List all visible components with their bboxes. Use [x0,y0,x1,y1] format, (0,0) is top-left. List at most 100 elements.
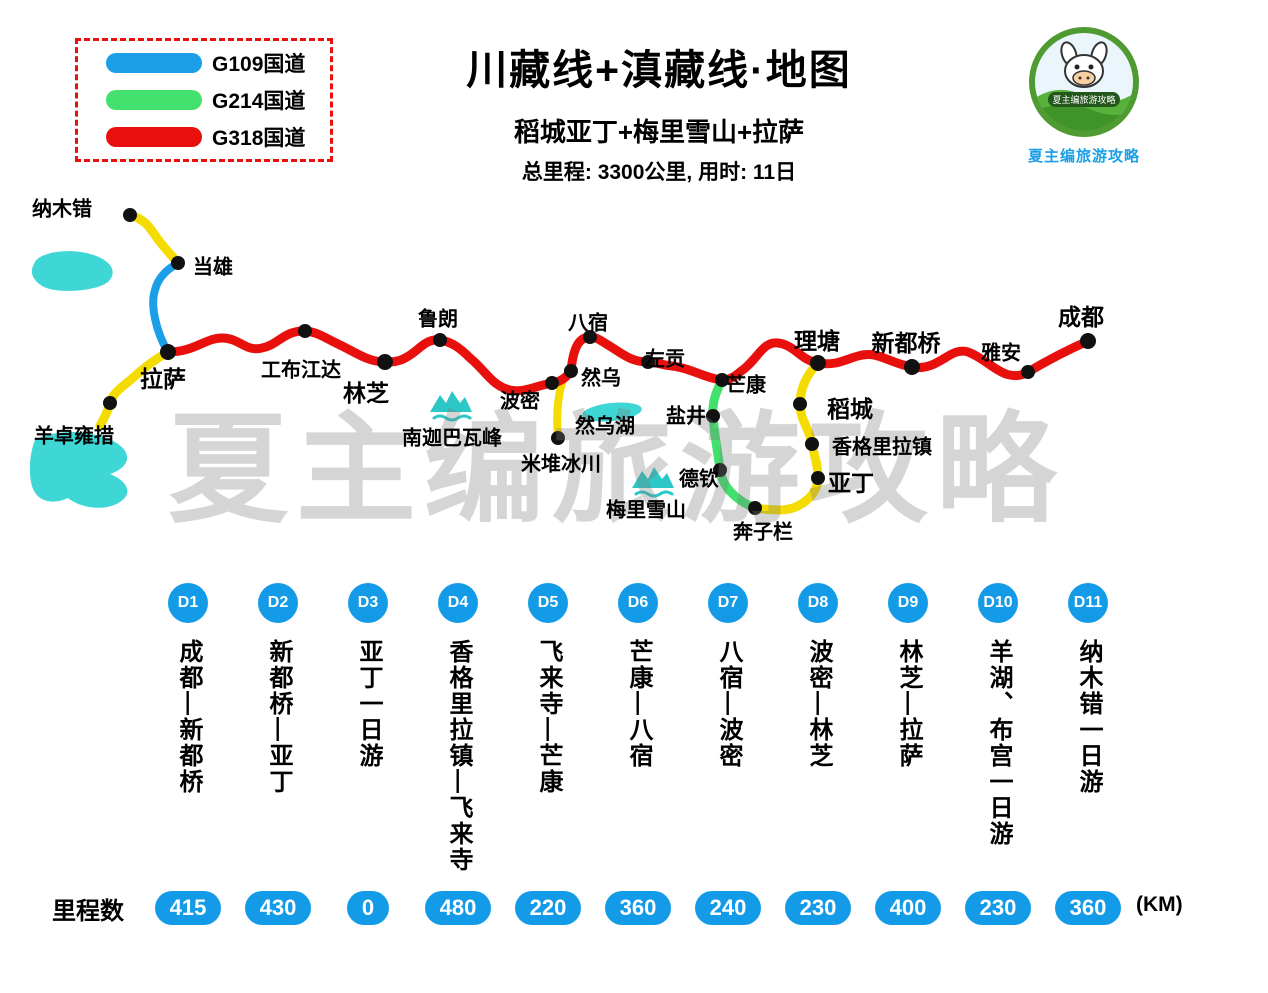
route-g109 [149,259,182,356]
day-badge-d10: D10 [978,583,1018,623]
day-badge-d7: D7 [708,583,748,623]
mileage-unit: (KM) [1136,893,1183,916]
day-column-d1: D1 成都—新都桥 415 [143,583,233,925]
map-label-xinduqiao: 新都桥 [871,330,941,356]
day-column-d11: D11 纳木错一日游 360 [1043,583,1133,925]
trip-stats: 总里程: 3300公里, 用时: 11日 [521,161,797,184]
legend-color-g214 [106,90,202,110]
map-label-damxung: 当雄 [193,256,233,279]
brand-logo-caption: 夏主编旅游攻略 [1027,148,1140,165]
legend-color-g109 [106,53,202,73]
day-km-d2: 430 [244,891,312,925]
map-label-ranwu: 然乌 [581,367,621,390]
day-route-d9: 林芝—拉萨 [894,639,922,769]
brand-logo: 夏主编旅游攻略 夏主编旅游攻略 [1018,26,1150,166]
map-label-meili-snow-mountain: 梅里雪山 [606,499,686,522]
page-title: 川藏线+滇藏线·地图 [466,47,852,93]
legend-label-g318: G318国道 [212,127,306,150]
map-label-mangkang: 芒康 [726,374,766,397]
mountain-icon-namjagbarwa [430,391,472,422]
lake-namtso [31,251,113,291]
legend-row-g318: G318国道 [78,122,330,152]
route-g214 [708,375,760,513]
map-label-daocheng: 稻城 [827,396,873,422]
map-label-gongbogyamda: 工布江达 [261,359,341,382]
map-label-benzilan: 奔子栏 [733,521,793,544]
map-label-yaan: 雅安 [981,342,1021,365]
day-column-d10: D10 羊湖、布宫一日游 230 [953,583,1043,925]
map-label-shangrila-town: 香格里拉镇 [832,436,932,459]
day-km-d11: 360 [1054,891,1122,925]
itinerary-columns: D1 成都—新都桥 415 D2 新都桥—亚丁 430 D3 亚丁一日游 0 D… [143,583,1133,925]
day-column-d7: D7 八宿—波密 240 [683,583,773,925]
day-badge-d1: D1 [168,583,208,623]
day-route-d8: 波密—林芝 [804,639,832,769]
day-km-d9: 400 [874,891,942,925]
day-km-d8: 230 [784,891,852,925]
map-label-namtso: 纳木错 [32,198,92,221]
day-km-d10: 230 [964,891,1032,925]
map-label-yamdrok: 羊卓雍措 [34,425,114,448]
day-km-d1: 415 [154,891,222,925]
map-label-yanjing: 盐井 [666,405,706,428]
map-label-lhasa: 拉萨 [140,366,186,392]
day-badge-d3: D3 [348,583,388,623]
day-km-d3: 0 [346,891,390,925]
mileage-row-label: 里程数 [52,898,124,925]
lake-yamdrok [29,431,128,508]
map-label-yading: 亚丁 [828,470,874,496]
logo-banner-text: 夏主编旅游攻略 [1052,94,1115,105]
map-label-midui-glacier: 米堆冰川 [521,453,601,476]
map-label-chengdu: 成都 [1058,304,1104,330]
page-subtitle: 稻城亚丁+梅里雪山+拉萨 [513,117,805,147]
day-badge-d11: D11 [1068,583,1108,623]
legend-color-g318 [106,127,202,147]
day-column-d6: D6 芒康—八宿 360 [593,583,683,925]
map-label-zogang: 左贡 [645,348,685,371]
legend-box: G109国道 G214国道 G318国道 [75,38,333,162]
city-dots [103,208,1096,515]
brand-logo-icon: 夏主编旅游攻略 [1029,27,1139,137]
mascot-donkey-icon [1060,41,1108,88]
map-label-nyingchi: 林芝 [343,380,389,406]
map-label-lulang: 鲁朗 [418,308,458,331]
day-route-d1: 成都—新都桥 [174,639,202,795]
day-badge-d9: D9 [888,583,928,623]
day-badge-d2: D2 [258,583,298,623]
day-badge-d4: D4 [438,583,478,623]
day-column-d4: D4 香格里拉镇—飞来寺 480 [413,583,503,925]
map-label-basu: 八宿 [568,312,608,335]
legend-label-g214: G214国道 [212,90,306,113]
day-route-d4: 香格里拉镇—飞来寺 [444,639,472,873]
lake-ranwu [582,402,642,422]
day-column-d3: D3 亚丁一日游 0 [323,583,413,925]
day-km-d7: 240 [694,891,762,925]
day-route-d6: 芒康—八宿 [624,639,652,769]
day-route-d7: 八宿—波密 [714,639,742,769]
day-route-d3: 亚丁一日游 [354,639,382,769]
route-yellow-yamdrok [95,347,173,431]
day-route-d10: 羊湖、布宫一日游 [984,639,1012,847]
day-column-d9: D9 林芝—拉萨 400 [863,583,953,925]
legend-row-g109: G109国道 [78,48,330,78]
day-km-d5: 220 [514,891,582,925]
legend-label-g109: G109国道 [212,53,306,76]
day-column-d8: D8 波密—林芝 230 [773,583,863,925]
day-route-d5: 飞来寺—芒康 [534,639,562,795]
day-route-d2: 新都桥—亚丁 [264,639,292,795]
day-km-d6: 360 [604,891,672,925]
day-route-d11: 纳木错一日游 [1074,639,1102,795]
day-column-d5: D5 飞来寺—芒康 220 [503,583,593,925]
route-yellow-namtso [125,210,183,268]
mountain-icon-meili [632,467,674,498]
map-label-namjagbarwa: 南迦巴瓦峰 [402,427,502,450]
day-badge-d6: D6 [618,583,658,623]
watermark: 夏主编旅游攻略 [168,403,1064,537]
map-label-ranwu-lake: 然乌湖 [575,415,635,438]
day-km-d4: 480 [424,891,492,925]
map-label-deqin: 德钦 [679,468,719,491]
day-badge-d8: D8 [798,583,838,623]
day-column-d2: D2 新都桥—亚丁 430 [233,583,323,925]
